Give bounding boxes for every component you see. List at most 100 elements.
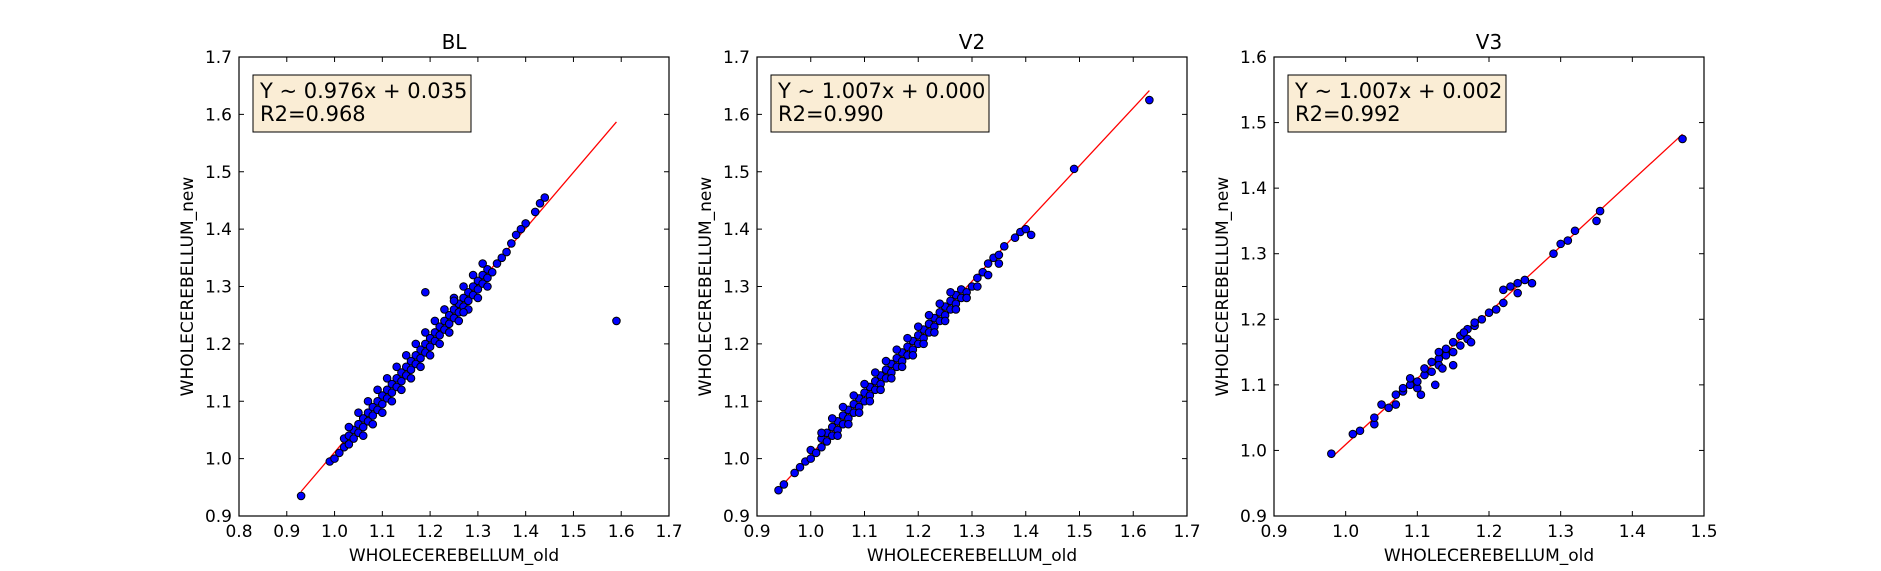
data-point <box>1355 426 1365 436</box>
x-tick-label: 1.4 <box>1619 522 1646 542</box>
data-point <box>416 353 425 363</box>
y-axis-label: WHOLECEREBELLUM_new <box>1213 177 1233 397</box>
x-tick-label: 1.3 <box>464 522 491 542</box>
y-tick-label: 0.9 <box>205 507 232 527</box>
y-tick-label: 1.6 <box>205 105 232 125</box>
x-tick-label: 1.7 <box>1173 522 1200 542</box>
y-tick-label: 1.7 <box>205 48 232 68</box>
data-point <box>1570 226 1580 236</box>
data-point <box>1491 305 1501 314</box>
data-point <box>387 388 397 397</box>
y-tick-label: 1.5 <box>205 163 232 183</box>
data-point <box>392 362 401 372</box>
regression-line <box>1330 133 1683 459</box>
x-tick-label: 1.3 <box>1547 522 1574 542</box>
y-tick-label: 1.3 <box>205 278 232 298</box>
data-point <box>870 368 880 377</box>
data-point <box>1563 236 1573 245</box>
data-point <box>530 207 540 217</box>
data-point <box>344 422 354 432</box>
data-point <box>349 434 358 443</box>
x-tick-label: 1.2 <box>905 522 932 542</box>
data-point <box>940 316 950 326</box>
data-point <box>1434 347 1444 357</box>
x-tick-label: 1.6 <box>1120 522 1147 542</box>
data-point <box>833 431 842 440</box>
data-point <box>908 351 918 360</box>
y-tick-label: 1.3 <box>1240 245 1267 265</box>
y-tick-label: 1.4 <box>723 220 750 240</box>
panel-v3: 0.9 1.0 1.1 1.2 1.3 1.4 1.5 0.9 1.0 1.1 1.2 1.3 1.4 1… <box>1213 30 1718 566</box>
data-point <box>1592 216 1601 226</box>
y-tick-label: 1.6 <box>723 105 750 125</box>
data-point <box>459 308 468 317</box>
data-point <box>473 285 483 294</box>
data-point <box>849 391 859 400</box>
x-tick-label: 0.9 <box>1260 522 1287 542</box>
data-point <box>421 328 430 337</box>
x-tick-label: 1.0 <box>321 522 348 542</box>
data-point <box>1348 429 1358 439</box>
data-point <box>951 305 961 314</box>
data-point <box>358 431 368 440</box>
data-point <box>406 365 416 374</box>
data-point <box>401 351 411 360</box>
x-axis-label: WHOLECEREBELLUM_old <box>1384 546 1594 566</box>
data-point <box>1448 347 1458 357</box>
data-point <box>1427 367 1436 377</box>
x-tick-label: 1.2 <box>1475 522 1502 542</box>
data-point <box>444 328 454 337</box>
data-point <box>468 270 478 280</box>
data-point <box>449 296 459 306</box>
data-point <box>930 328 939 337</box>
y-tick-label: 1.7 <box>723 48 750 68</box>
y-tick-label: 1.4 <box>1240 179 1267 199</box>
data-point <box>444 319 454 329</box>
data-point <box>354 408 363 418</box>
y-axis-label: WHOLECEREBELLUM_new <box>178 177 198 397</box>
data-point <box>358 422 368 432</box>
data-point <box>1520 275 1530 285</box>
data-point <box>612 316 621 326</box>
panel-bl: 0.8 0.9 1.0 1.1 1.2 1.3 1.4 1.5 1.6 1.70.91.01.11… <box>178 30 683 566</box>
data-point <box>516 224 526 234</box>
data-point <box>973 273 982 283</box>
data-point <box>881 356 891 366</box>
y-tick-label: 1.1 <box>1240 376 1267 396</box>
data-point <box>478 259 487 268</box>
data-point <box>1527 278 1537 288</box>
data-point <box>854 408 864 418</box>
data-point <box>1448 337 1458 347</box>
data-point <box>535 199 545 208</box>
data-point <box>411 339 421 349</box>
data-point <box>1484 308 1494 318</box>
data-point <box>1391 390 1401 399</box>
data-point <box>1499 285 1508 295</box>
data-point <box>1466 337 1476 347</box>
y-tick-label: 1.2 <box>723 335 750 355</box>
data-point <box>1438 364 1447 373</box>
data-point <box>1370 413 1379 422</box>
data-point <box>1413 377 1422 386</box>
x-tick-label: 1.1 <box>1404 522 1431 542</box>
y-axis-label: WHOLECEREBELLUM_new <box>696 177 716 397</box>
y-tick-label: 1.1 <box>723 392 750 412</box>
data-point <box>1678 134 1687 144</box>
y-tick-label: 1.5 <box>723 163 750 183</box>
data-point <box>1026 230 1036 240</box>
data-point <box>430 316 440 326</box>
data-point <box>378 408 387 418</box>
data-point <box>838 402 848 412</box>
y-tick-label: 1.3 <box>723 278 750 298</box>
data-point <box>521 219 530 228</box>
y-tick-label: 1.5 <box>1240 114 1267 134</box>
data-point <box>368 411 378 420</box>
data-point <box>1513 278 1522 288</box>
data-point <box>1145 95 1154 105</box>
data-point <box>919 339 928 349</box>
data-point <box>1470 318 1479 327</box>
data-point <box>507 239 516 248</box>
annotation-box <box>252 74 472 133</box>
axes-frame <box>238 56 670 517</box>
